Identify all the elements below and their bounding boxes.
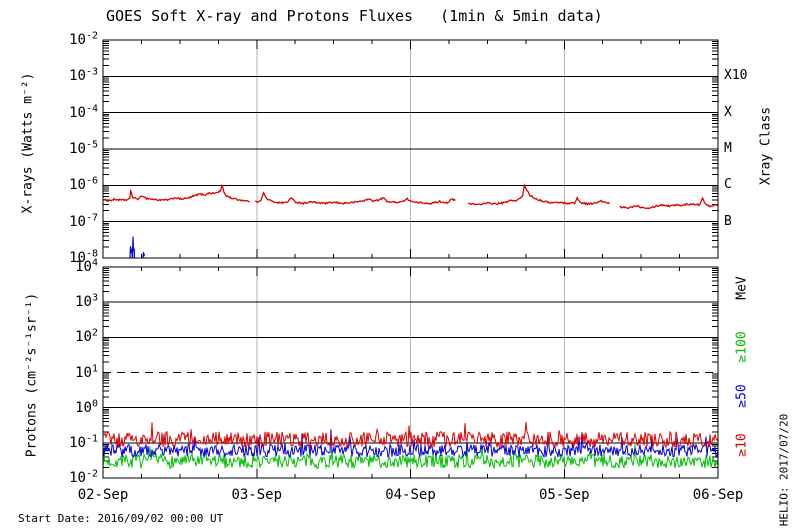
y-tick-label: 104 [75,257,98,275]
y-tick-label: 10-8 [69,248,98,266]
proton-energy-label: ≥10 [734,433,750,457]
y-tick-label: 100 [75,398,98,416]
chart-title: GOES Soft X-ray and Protons Fluxes (1min… [106,7,603,25]
y-tick-label: 102 [75,327,98,346]
proton-energy-label: ≥50 [734,384,750,408]
y-tick-label: 10-2 [69,468,98,486]
panel-border [102,39,719,259]
protons-ge50 [103,429,718,459]
xray-short [129,236,146,258]
start-date-label: Start Date: 2016/09/02 00:00 UT [18,512,224,525]
proton-energy-label: ≥100 [734,331,750,363]
y-tick-label: 10-6 [69,175,98,194]
xray-class-tick-label: X10 [724,68,748,84]
xray-class-tick-label: B [724,213,732,229]
proton-energy-label: MeV [734,276,750,300]
y-tick-label: 103 [75,292,98,311]
xray-long [103,183,718,210]
y-tick-label: 10-2 [69,30,98,48]
y-tick-label: 101 [75,362,98,381]
panel-border [102,266,719,479]
y-tick-label: 10-7 [69,212,98,230]
x-tick-label: 04-Sep [385,487,436,503]
x-tick-label: 06-Sep [692,487,744,503]
xray-class-tick-label: X [724,104,732,120]
y-tick-label: 10-1 [69,433,98,451]
x-tick-label: 05-Sep [538,487,590,503]
y-tick-label: 10-3 [69,66,98,85]
y-tick-label: 10-5 [69,139,98,157]
xray-class-tick-label: C [724,177,732,193]
x-tick-label: 03-Sep [231,487,283,503]
xray-panel [102,39,719,259]
y-tick-label: 10-4 [69,103,98,121]
protons-ge10 [103,422,718,449]
x-tick-label: 02-Sep [77,487,129,503]
helio-watermark: HELIO: 2017/07/20 [777,413,791,527]
proton-panel [102,266,719,479]
xray-class-tick-label: M [724,141,732,156]
xray-class-axis-label: Xray Class [758,106,774,186]
